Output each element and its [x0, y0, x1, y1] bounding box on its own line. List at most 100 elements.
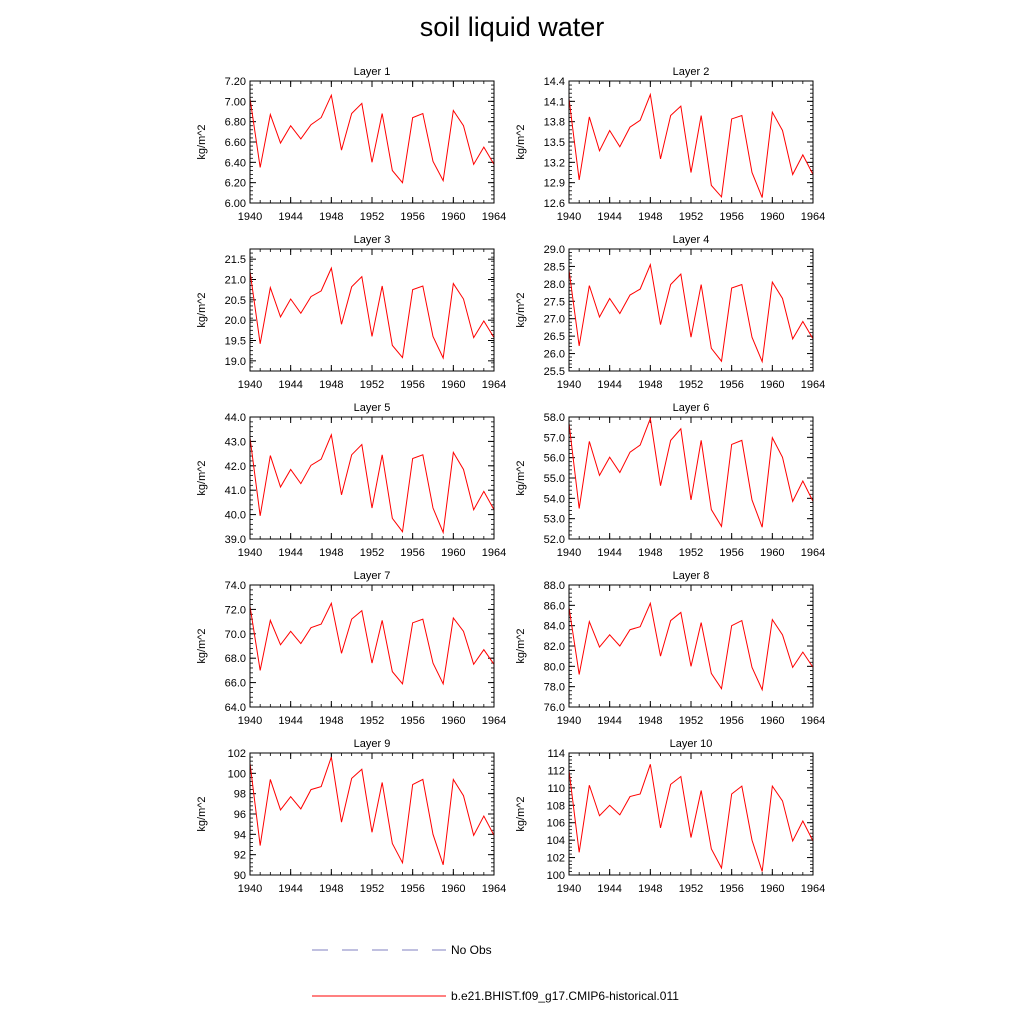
y-tick-label: 13.8 — [544, 117, 565, 129]
y-tick-label: 29.0 — [544, 244, 565, 256]
plot-frame — [568, 80, 814, 204]
x-tick-label: 1948 — [638, 211, 662, 223]
plot-frame — [249, 248, 495, 372]
x-tick-label: 1960 — [760, 715, 784, 727]
y-tick-label: 106 — [547, 818, 565, 830]
y-tick-label: 19.0 — [225, 356, 246, 368]
x-tick-label: 1940 — [557, 715, 581, 727]
x-tick-label: 1956 — [719, 883, 743, 895]
y-tick-label: 66.0 — [225, 678, 246, 690]
x-tick-label: 1964 — [801, 883, 825, 895]
x-tick-label: 1964 — [482, 883, 506, 895]
y-tick-label: 40.0 — [225, 510, 246, 522]
legend-label: b.e21.BHIST.f09_g17.CMIP6-historical.011 — [451, 989, 679, 1003]
x-tick-label: 1956 — [400, 211, 424, 223]
y-tick-label: 78.0 — [544, 682, 565, 694]
y-tick-label: 55.0 — [544, 473, 565, 485]
x-tick-label: 1952 — [360, 547, 384, 559]
y-tick-label: 6.00 — [225, 198, 246, 210]
layer-panel: Layer 8 kg/m^2 1940 1944 1948 1952 1956 1960 196… — [515, 570, 825, 727]
x-tick-label: 1940 — [557, 547, 581, 559]
panel-title: Layer 4 — [673, 234, 710, 246]
x-tick-label: 1948 — [319, 883, 343, 895]
plot-frame — [568, 248, 814, 372]
y-tick-label: 108 — [547, 800, 565, 812]
series-line — [249, 433, 495, 535]
y-tick-label: 86.0 — [544, 600, 565, 612]
y-tick-label: 53.0 — [544, 514, 565, 526]
legend: No Obs b.e21.BHIST.f09_g17.CMIP6-historic… — [312, 943, 679, 1003]
y-tick-label: 82.0 — [544, 641, 565, 653]
x-tick-label: 1960 — [760, 547, 784, 559]
y-tick-label: 76.0 — [544, 702, 565, 714]
x-tick-label: 1948 — [319, 211, 343, 223]
series-line — [568, 92, 814, 199]
x-tick-label: 1952 — [679, 715, 703, 727]
y-tick-label: 92 — [234, 850, 246, 862]
y-tick-label: 26.0 — [544, 349, 565, 361]
y-tick-label: 44.0 — [225, 412, 246, 424]
layer-panel: Layer 4 kg/m^2 1940 1944 1948 1952 1956 1960 196… — [515, 234, 825, 391]
x-tick-label: 1956 — [400, 883, 424, 895]
y-tick-label: 104 — [547, 835, 565, 847]
x-tick-label: 1940 — [557, 211, 581, 223]
y-tick-label: 19.5 — [225, 336, 246, 348]
x-tick-label: 1952 — [360, 715, 384, 727]
layer-panel: Layer 1 kg/m^2 1940 1944 1948 1952 1956 1960 196… — [196, 66, 506, 223]
x-tick-label: 1944 — [597, 211, 621, 223]
x-tick-label: 1964 — [482, 547, 506, 559]
y-tick-label: 110 — [547, 783, 565, 795]
y-tick-label: 96 — [234, 809, 246, 821]
x-tick-label: 1944 — [597, 379, 621, 391]
y-tick-label: 54.0 — [544, 493, 565, 505]
y-tick-label: 12.6 — [544, 198, 565, 210]
x-tick-label: 1948 — [638, 547, 662, 559]
series-line — [249, 601, 495, 686]
y-axis-label: kg/m^2 — [196, 796, 208, 831]
x-tick-label: 1948 — [319, 715, 343, 727]
y-tick-label: 112 — [547, 765, 565, 777]
y-tick-label: 13.2 — [544, 157, 565, 169]
y-axis-label: kg/m^2 — [515, 796, 527, 831]
x-tick-label: 1944 — [597, 883, 621, 895]
legend-label: No Obs — [451, 943, 492, 957]
x-tick-label: 1952 — [679, 547, 703, 559]
y-axis-label: kg/m^2 — [196, 628, 208, 663]
series-line — [568, 416, 814, 528]
x-tick-label: 1948 — [638, 379, 662, 391]
plot-frame — [568, 416, 814, 540]
series-line — [568, 764, 814, 872]
x-tick-label: 1952 — [360, 379, 384, 391]
y-tick-label: 68.0 — [225, 653, 246, 665]
y-tick-label: 64.0 — [225, 702, 246, 714]
y-tick-label: 43.0 — [225, 436, 246, 448]
series-line — [568, 601, 814, 692]
y-tick-label: 56.0 — [544, 453, 565, 465]
y-tick-label: 58.0 — [544, 412, 565, 424]
y-tick-label: 14.1 — [544, 96, 565, 108]
x-tick-label: 1956 — [400, 715, 424, 727]
y-tick-label: 88.0 — [544, 580, 565, 592]
y-tick-label: 100 — [547, 870, 565, 882]
y-tick-label: 80.0 — [544, 661, 565, 673]
x-tick-label: 1952 — [679, 211, 703, 223]
x-tick-label: 1952 — [679, 379, 703, 391]
plot-frame — [568, 752, 814, 876]
x-tick-label: 1956 — [719, 547, 743, 559]
y-tick-label: 28.0 — [544, 279, 565, 291]
x-tick-label: 1940 — [238, 379, 262, 391]
chart-title: soil liquid water — [419, 12, 605, 42]
y-tick-label: 41.0 — [225, 485, 246, 497]
y-axis-label: kg/m^2 — [196, 292, 208, 327]
y-tick-label: 20.0 — [225, 315, 246, 327]
layer-panel: Layer 7 kg/m^2 1940 1944 1948 1952 1956 1960 196… — [196, 570, 506, 727]
x-tick-label: 1952 — [360, 883, 384, 895]
layer-panel: Layer 6 kg/m^2 1940 1944 1948 1952 1956 1960 196… — [515, 402, 825, 559]
x-tick-label: 1948 — [319, 379, 343, 391]
x-tick-label: 1944 — [278, 883, 302, 895]
x-tick-label: 1944 — [278, 379, 302, 391]
y-tick-label: 7.00 — [225, 96, 246, 108]
x-tick-label: 1964 — [482, 211, 506, 223]
layer-panel: Layer 3 kg/m^2 1940 1944 1948 1952 1956 1960 196… — [196, 234, 506, 391]
